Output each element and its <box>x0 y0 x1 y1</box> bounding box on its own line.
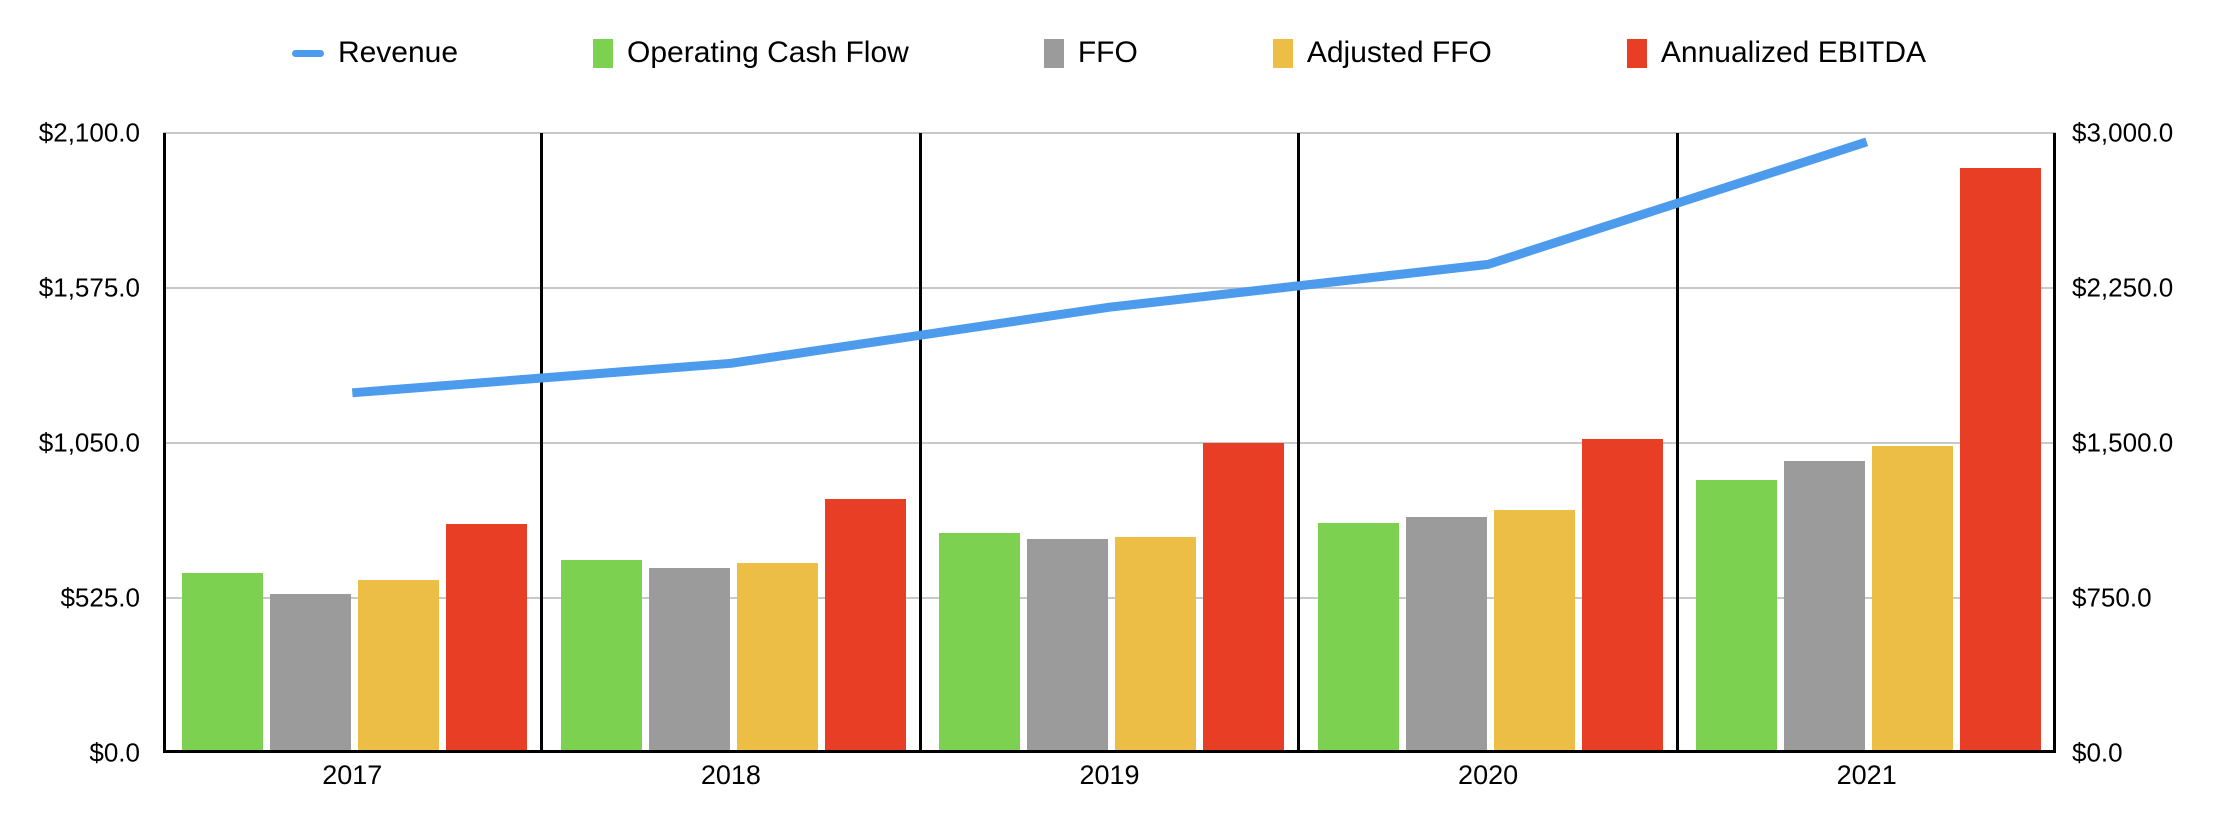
legend-item-revenue[interactable]: Revenue <box>291 36 459 70</box>
bar-operating-cash-flow-2019[interactable] <box>939 533 1021 750</box>
legend-swatch-adjusted-ffo <box>1272 38 1293 68</box>
axis-line-right <box>2053 133 2056 753</box>
category-separator-2018 <box>540 133 544 753</box>
bar-operating-cash-flow-2017[interactable] <box>182 572 263 750</box>
legend-label-adjusted-ffo: Adjusted FFO <box>1306 36 1492 69</box>
bar-operating-cash-flow-2021[interactable] <box>1696 479 1778 750</box>
legend-label-ffo: FFO <box>1077 36 1138 69</box>
legend-item-operating-cash-flow[interactable]: Operating Cash Flow <box>593 36 909 70</box>
y-axis-label-right-750: $750.0 <box>2072 582 2152 613</box>
gridline-1050 <box>163 442 2056 444</box>
gridline-525 <box>163 597 2056 599</box>
revenue-line-layer <box>351 137 1869 398</box>
legend-label-annualized-ebitda: Annualized EBITDA <box>1660 36 1927 69</box>
x-axis-label-2019: 2019 <box>1079 760 1140 790</box>
y-axis-label-left-1050: $1,050.0 <box>38 427 140 458</box>
legend-item-adjusted-ffo[interactable]: Adjusted FFO <box>1272 36 1492 70</box>
x-axis-label-2020: 2020 <box>1458 760 1519 790</box>
bar-adjusted-ffo-2018[interactable] <box>736 562 818 750</box>
bar-annualized-ebitda-2021[interactable] <box>1960 168 2042 750</box>
legend-swatch-ffo <box>1043 38 1064 68</box>
plot-area <box>163 132 2056 753</box>
bar-ffo-2020[interactable] <box>1405 516 1487 750</box>
bar-annualized-ebitda-2017[interactable] <box>446 523 527 750</box>
y-axis-label-right-2250: $2,250.0 <box>2072 272 2174 303</box>
y-axis-label-right-0: $0.0 <box>2072 737 2123 768</box>
legend-swatch-annualized-ebitda <box>1626 38 1647 68</box>
bar-annualized-ebitda-2019[interactable] <box>1203 443 1285 750</box>
legend-swatch-revenue <box>291 49 324 57</box>
category-separator-2021 <box>1675 133 1679 753</box>
bar-adjusted-ffo-2021[interactable] <box>1872 445 1954 750</box>
chart-legend: Revenue Operating Cash Flow FFO Adjusted FF… <box>0 36 2218 70</box>
category-separator-2020 <box>1297 133 1301 753</box>
bar-adjusted-ffo-2020[interactable] <box>1493 510 1575 750</box>
axis-line-left <box>163 133 166 753</box>
legend-label-revenue: Revenue <box>337 36 459 69</box>
y-axis-label-right-3000: $3,000.0 <box>2072 117 2174 148</box>
bar-operating-cash-flow-2020[interactable] <box>1317 522 1399 750</box>
legend-swatch-operating-cash-flow <box>593 38 614 68</box>
legend-label-operating-cash-flow: Operating Cash Flow <box>627 36 909 69</box>
bar-ffo-2018[interactable] <box>648 567 730 750</box>
gridline-1575 <box>163 287 2056 289</box>
legend-item-ffo[interactable]: FFO <box>1043 36 1138 70</box>
y-axis-label-right-1500: $1,500.0 <box>2072 427 2174 458</box>
gridline-2100 <box>163 132 2056 134</box>
bar-adjusted-ffo-2019[interactable] <box>1115 536 1197 750</box>
y-axis-label-left-1575: $1,575.0 <box>38 272 140 303</box>
legend-item-annualized-ebitda[interactable]: Annualized EBITDA <box>1626 36 1927 70</box>
bar-annualized-ebitda-2018[interactable] <box>824 498 906 750</box>
bar-adjusted-ffo-2017[interactable] <box>358 580 439 750</box>
x-axis-label-2021: 2021 <box>1836 760 1897 790</box>
category-separator-2019 <box>918 133 922 753</box>
x-axis-label-2018: 2018 <box>700 760 761 790</box>
y-axis-label-left-2100: $2,100.0 <box>38 117 140 148</box>
axis-line-bottom <box>163 750 2056 753</box>
y-axis-label-left-525: $525.0 <box>60 582 140 613</box>
revenue-line[interactable] <box>351 137 1869 398</box>
bar-operating-cash-flow-2018[interactable] <box>560 559 642 750</box>
x-axis-label-2017: 2017 <box>322 760 383 790</box>
y-axis-label-left-0: $0.0 <box>89 737 140 768</box>
bar-ffo-2021[interactable] <box>1784 461 1866 750</box>
bar-ffo-2017[interactable] <box>270 594 351 750</box>
bar-annualized-ebitda-2020[interactable] <box>1581 438 1663 750</box>
bar-ffo-2019[interactable] <box>1027 538 1109 750</box>
